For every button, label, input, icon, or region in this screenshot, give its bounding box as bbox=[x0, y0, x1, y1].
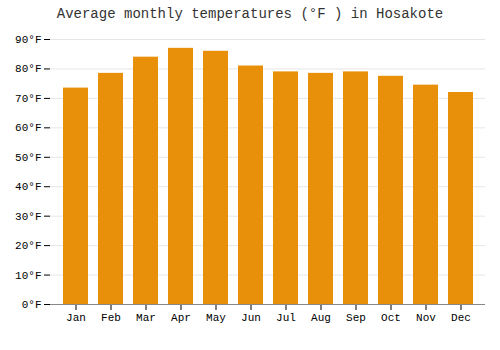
svg-text:Mar: Mar bbox=[136, 312, 156, 324]
svg-text:Aug: Aug bbox=[311, 312, 331, 324]
svg-text:Jun: Jun bbox=[241, 312, 261, 324]
svg-text:Sep: Sep bbox=[346, 312, 366, 324]
svg-text:20°F: 20°F bbox=[15, 240, 41, 252]
svg-text:Jan: Jan bbox=[66, 312, 86, 324]
svg-text:30°F: 30°F bbox=[15, 211, 41, 223]
svg-text:0°F: 0°F bbox=[22, 299, 42, 311]
svg-text:Oct: Oct bbox=[381, 312, 401, 324]
svg-text:70°F: 70°F bbox=[15, 93, 41, 105]
svg-text:Apr: Apr bbox=[171, 312, 191, 324]
svg-text:Feb: Feb bbox=[101, 312, 121, 324]
svg-text:80°F: 80°F bbox=[15, 63, 41, 75]
svg-text:10°F: 10°F bbox=[15, 270, 41, 282]
svg-text:40°F: 40°F bbox=[15, 181, 41, 193]
svg-text:50°F: 50°F bbox=[15, 152, 41, 164]
svg-text:60°F: 60°F bbox=[15, 122, 41, 134]
html-text:Average monthly temperatures (: Average monthly temperatures (°F ) in Ho… bbox=[56, 6, 444, 22]
svg-text:May: May bbox=[206, 312, 226, 324]
svg-text:90°F: 90°F bbox=[15, 34, 41, 46]
svg-text:Jul: Jul bbox=[276, 312, 296, 324]
svg-text:Dec: Dec bbox=[451, 312, 471, 324]
svg-text:Nov: Nov bbox=[416, 312, 436, 324]
